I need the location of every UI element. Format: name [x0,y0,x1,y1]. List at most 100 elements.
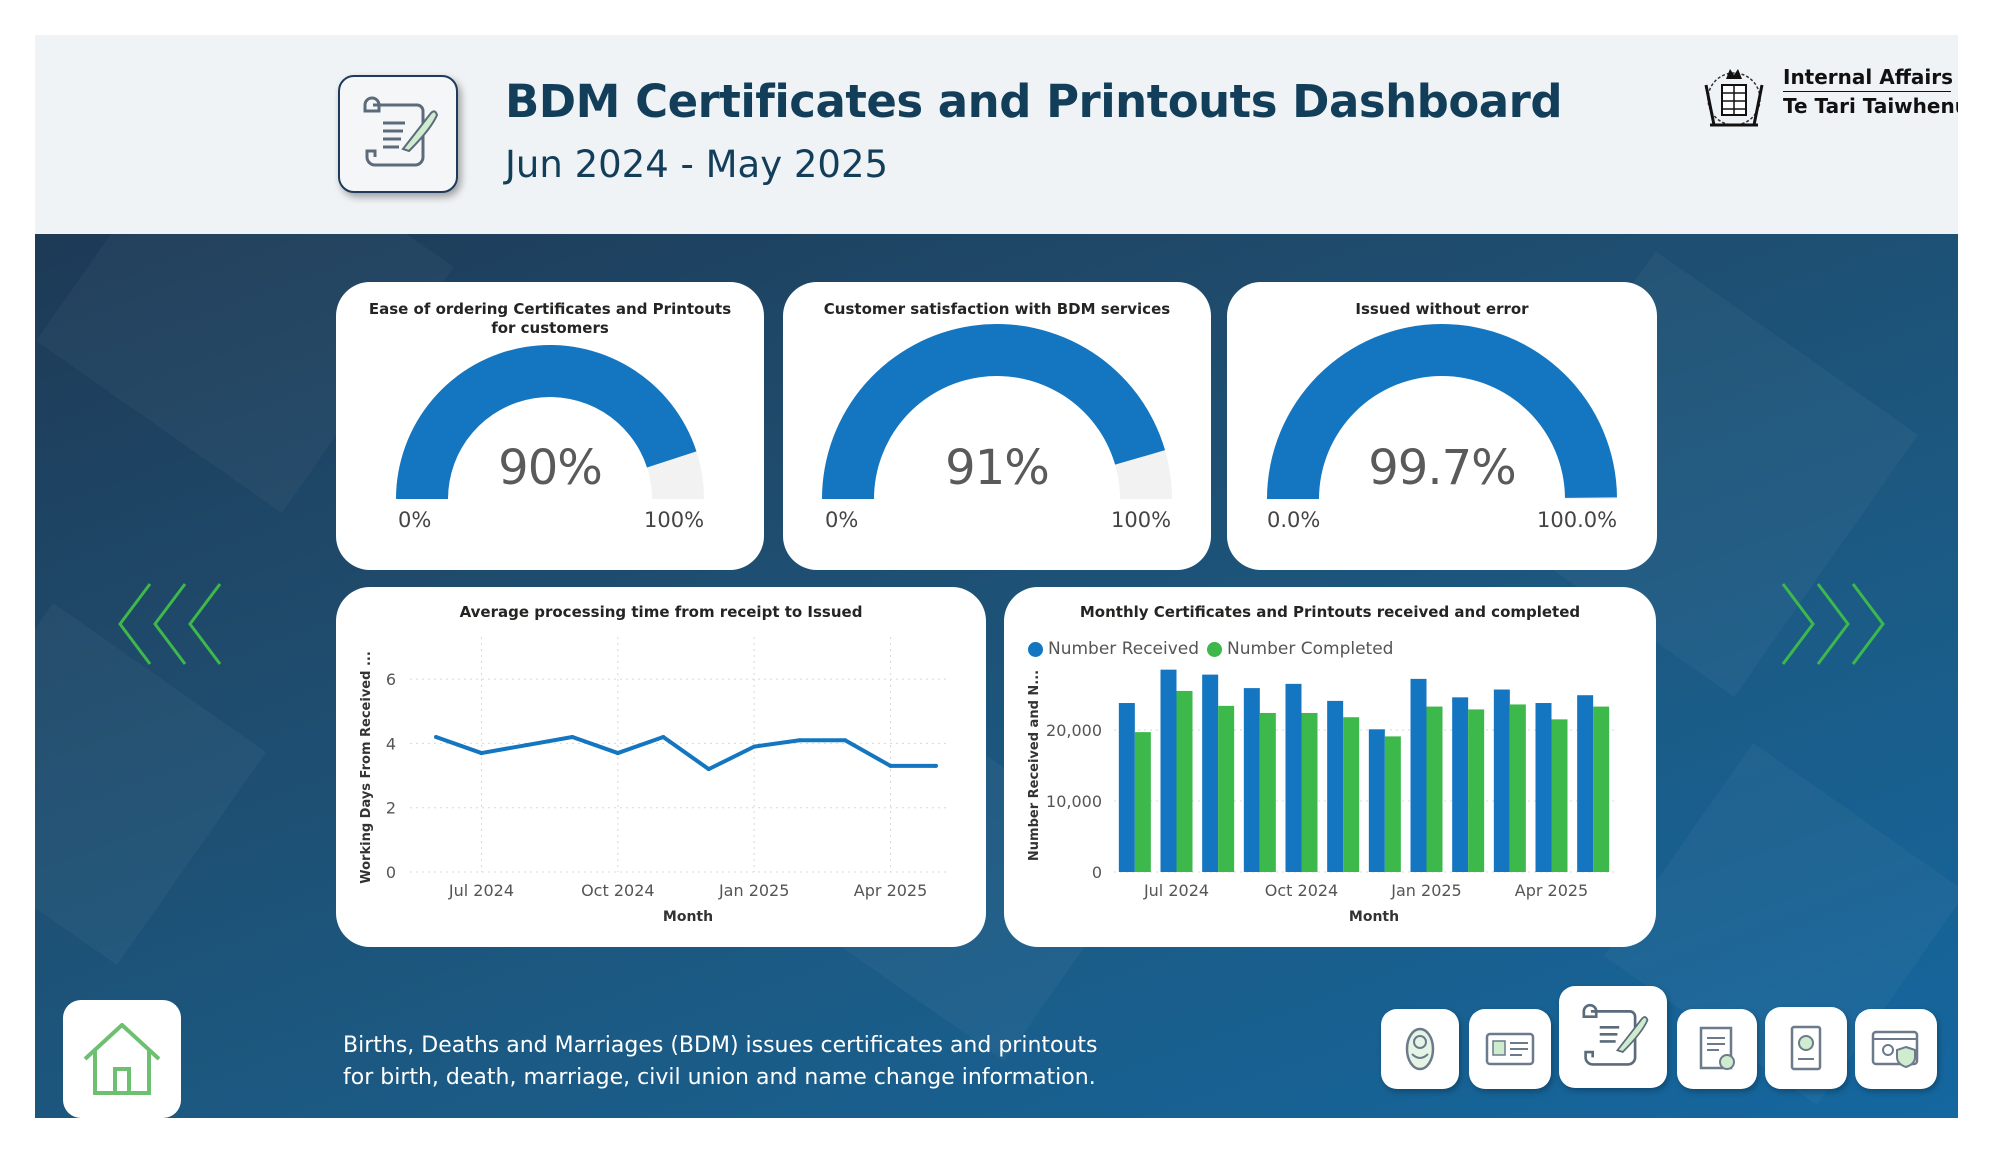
gauge-title: Customer satisfaction with BDM services [823,300,1171,318]
bar-completed [1551,719,1568,872]
chart-title: Average processing time from receipt to … [459,603,863,621]
nav-button-identity-card[interactable] [1469,1009,1551,1089]
bar-completed [1134,732,1151,872]
scroll-quill-icon [363,96,439,167]
line-point [570,735,575,739]
line-point [843,738,848,743]
bar-completed [1343,717,1360,872]
x-tick-label: Apr 2025 [1515,881,1588,900]
bar-received [1202,674,1219,872]
chart-title: Monthly Certificates and Printouts recei… [1079,603,1581,621]
x-tick-label: Jul 2024 [1143,881,1209,900]
line-point [797,738,802,743]
nav-button-citizenship[interactable] [1855,1009,1937,1089]
certificate-icon [1699,1026,1735,1070]
nav-button-certificates[interactable] [1559,986,1667,1088]
bar-completed [1218,705,1235,872]
gauge-min-label: 0% [398,508,432,532]
line-point [706,767,711,772]
bar-received [1493,689,1510,872]
bar-chart: 0 10,000 20,000 Jul 2024 Oct 2024 Jan 2025 Apr… [1027,669,1614,925]
bar-completed [1259,712,1276,872]
line-chart-card[interactable]: Average processing time from receipt to … [336,587,986,947]
chevrons-left-icon[interactable] [110,574,230,674]
bar-received [1452,697,1469,872]
gauge-arc [1267,324,1617,499]
bar-completed [1426,706,1443,872]
dashboard: BDM Certificates and Printouts Dashboard… [35,35,1958,1118]
line-point [661,735,666,739]
description-text: Births, Deaths and Marriages (BDM) issue… [343,1033,1098,1090]
gauge-card-customer-satisfaction[interactable]: Customer satisfaction with BDM services … [783,282,1211,570]
gauge-max-label: 100.0% [1537,508,1618,532]
bar-chart-card[interactable]: Monthly Certificates and Printouts recei… [1004,587,1656,947]
bar-received [1577,695,1594,872]
bar-received [1535,703,1552,872]
bar-received [1368,729,1385,872]
gauge-fill [396,344,697,499]
y-tick-label: 10,000 [1046,792,1102,811]
bar-received [1285,683,1302,872]
y-tick-label: 2 [386,799,396,818]
nav-button-births[interactable] [1381,1009,1459,1089]
legend-label: Number Received [1048,639,1200,659]
gauge-max-label: 100% [1111,508,1172,532]
nz-coat-of-arms-icon [1704,69,1764,127]
bar-received [1410,678,1427,872]
y-tick-label: 0 [1092,863,1102,882]
y-axis-label: Number Received and N... [1027,670,1042,861]
gauge-fill [1267,324,1617,499]
x-axis-label: Month [1349,909,1399,925]
x-tick-label: Jan 2025 [1390,881,1461,900]
x-tick-label: Jan 2025 [718,881,789,900]
gauge-arc [396,344,704,499]
gauge-value: 99.7% [1368,440,1516,496]
legend-swatch [1207,641,1223,657]
gauge-fill [822,324,1166,499]
bar-completed [1176,690,1193,872]
gauge-value: 91% [945,440,1050,496]
bar-received [1243,688,1260,872]
bar-received [1327,700,1344,872]
gauge-arc [822,324,1172,499]
gauge-max-label: 100% [644,508,705,532]
line-point [888,763,893,768]
bar-completed [1301,712,1318,872]
y-tick-label: 0 [386,863,396,882]
line-point [615,751,620,756]
page-icon-button [338,75,458,193]
line-point [524,743,529,748]
gauge-value: 90% [498,440,603,496]
bar-completed [1468,709,1485,872]
gauge-title: Issued without error [1355,300,1529,318]
gauge-title: Ease of ordering Certificates and Printo… [368,300,732,337]
line-point [434,735,438,739]
line-series [435,735,936,772]
x-tick-label: Apr 2025 [854,881,927,900]
nav-button-registration[interactable] [1677,1009,1757,1089]
gauge-min-label: 0.0% [1267,508,1321,532]
home-button[interactable] [63,1000,181,1118]
page-subtitle: Jun 2024 - May 2025 [505,143,889,186]
legend-item-received: Number Received [1028,639,1199,659]
gauge-card-issued-without-error[interactable]: Issued without error 99.7% 0.0% 100.0% [1227,282,1657,570]
id-card-icon [1485,1032,1535,1066]
gauge-card-ease-of-ordering[interactable]: Ease of ordering Certificates and Printo… [336,282,764,570]
legend-label: Number Completed [1227,639,1394,659]
bar-completed [1384,736,1401,872]
x-tick-label: Jul 2024 [448,881,514,900]
chart-legend: Number Received Number Completed [1028,639,1401,659]
logo-line-1: Internal Affairs [1783,65,1953,92]
y-axis-label: Working Days From Received ... [359,651,374,884]
home-icon [83,1023,161,1095]
y-tick-label: 20,000 [1046,721,1102,740]
identity-shield-icon [1871,1030,1919,1069]
header: BDM Certificates and Printouts Dashboard… [35,35,1958,234]
nav-button-passport[interactable] [1765,1007,1847,1089]
legend-item-completed: Number Completed [1207,639,1393,659]
x-tick-label: Oct 2024 [1265,881,1338,900]
bar-completed [1509,704,1526,872]
line-chart: 0 2 4 6 Jul 2024 Oct 2024 Jan 2025 Apr 2025 Mont… [359,637,946,925]
chevrons-right-icon[interactable] [1773,574,1893,674]
legend-swatch [1028,641,1043,657]
